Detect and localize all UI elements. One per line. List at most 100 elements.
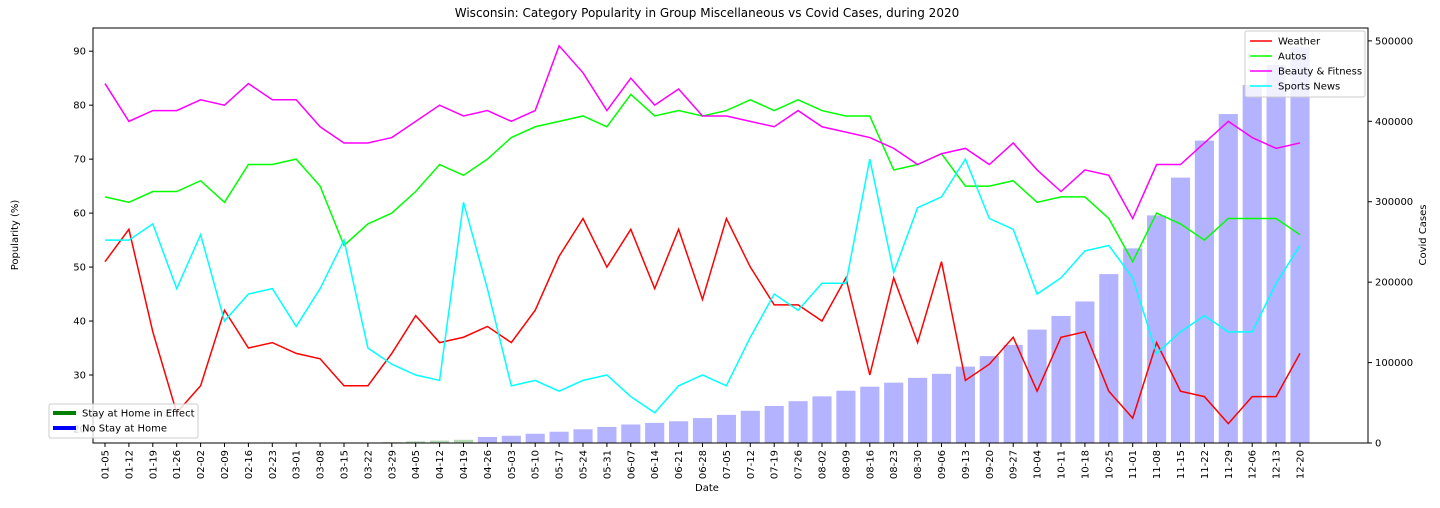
bar	[669, 421, 688, 443]
legend-label: No Stay at Home	[82, 424, 167, 435]
x-tick-label: 08-09	[841, 450, 852, 479]
y-tick-label: 50	[73, 263, 86, 274]
x-tick-label: 08-16	[865, 450, 876, 479]
x-tick-label: 07-12	[746, 450, 757, 479]
x-tick-label: 06-21	[674, 450, 685, 479]
x-tick-label: 04-12	[435, 450, 446, 479]
x-tick-label: 05-24	[579, 450, 590, 479]
y-tick-label: 60	[73, 209, 86, 220]
x-tick-label: 08-02	[818, 450, 829, 479]
x-tick-label: 06-14	[650, 450, 661, 479]
line-series	[105, 94, 1300, 261]
x-tick-label: 02-02	[196, 450, 207, 479]
x-tick-label: 12-06	[1248, 450, 1259, 479]
bar	[1028, 330, 1047, 443]
x-tick-label: 07-19	[770, 450, 781, 479]
line-series	[105, 219, 1300, 424]
x-tick-label: 11-01	[1128, 450, 1139, 479]
bar	[1290, 47, 1309, 443]
x-tick-label: 09-27	[1009, 450, 1020, 479]
legend-label: Weather	[1278, 37, 1321, 48]
y-tick-label: 30	[73, 371, 86, 382]
x-tick-label: 07-05	[722, 450, 733, 479]
x-tick-label: 11-15	[1176, 450, 1187, 479]
line-series	[105, 46, 1300, 219]
bar	[502, 436, 521, 443]
bar	[908, 378, 927, 443]
x-tick-label: 06-28	[698, 450, 709, 479]
x-tick-label: 01-12	[124, 450, 135, 479]
bar	[932, 374, 951, 443]
x-tick-label: 01-05	[101, 450, 112, 479]
bar	[621, 425, 640, 443]
legend-label: Sports News	[1278, 82, 1340, 93]
y-tick-label: 90	[73, 47, 86, 58]
bar	[526, 434, 545, 443]
x-tick-label: 10-25	[1104, 450, 1115, 479]
bar	[717, 415, 736, 443]
x-tick-label: 02-16	[244, 450, 255, 479]
x-tick-label: 07-26	[794, 450, 805, 479]
x-tick-label: 05-03	[507, 450, 518, 479]
x-tick-label: 03-08	[316, 450, 327, 479]
bar	[860, 387, 879, 443]
y2-tick-label: 200000	[1375, 278, 1413, 289]
legend-label: Beauty & Fitness	[1278, 67, 1362, 78]
y-tick-label: 40	[73, 317, 86, 328]
y2-tick-label: 500000	[1375, 36, 1413, 47]
y2-tick-label: 400000	[1375, 117, 1413, 128]
x-axis-label: Date	[695, 483, 719, 494]
bar	[1243, 85, 1262, 443]
x-tick-label: 01-26	[172, 450, 183, 479]
bar	[1004, 345, 1023, 443]
bar	[1147, 215, 1166, 443]
x-tick-label: 04-05	[411, 450, 422, 479]
x-tick-label: 04-26	[483, 450, 494, 479]
bar	[1075, 301, 1094, 443]
bar	[812, 396, 831, 443]
x-tick-label: 03-22	[363, 450, 374, 479]
bar	[597, 427, 616, 443]
x-tick-label: 08-23	[889, 450, 900, 479]
x-tick-label: 11-22	[1200, 450, 1211, 479]
chart-title: Wisconsin: Category Popularity in Group …	[455, 6, 959, 20]
x-tick-label: 06-07	[626, 450, 637, 479]
bar	[1099, 274, 1118, 443]
legend-label: Stay at Home in Effect	[82, 409, 195, 420]
bar	[693, 418, 712, 443]
x-tick-label: 02-23	[268, 450, 279, 479]
bar	[741, 411, 760, 443]
x-tick-label: 09-06	[937, 450, 948, 479]
y2-tick-label: 300000	[1375, 197, 1413, 208]
x-tick-label: 01-19	[148, 450, 159, 479]
y2-tick-label: 0	[1375, 439, 1381, 450]
x-tick-label: 05-17	[555, 450, 566, 479]
x-tick-label: 08-30	[913, 450, 924, 479]
x-tick-label: 04-19	[459, 450, 470, 479]
bar	[1219, 114, 1238, 443]
bar	[836, 391, 855, 443]
x-tick-label: 03-15	[340, 450, 351, 479]
bar	[573, 429, 592, 443]
x-tick-label: 05-10	[531, 450, 542, 479]
x-tick-label: 10-18	[1080, 450, 1091, 479]
x-tick-label: 11-29	[1224, 450, 1235, 479]
y-axis-label: Popularity (%)	[10, 200, 21, 271]
x-tick-label: 10-11	[1057, 450, 1068, 479]
x-tick-label: 12-13	[1272, 450, 1283, 479]
legend-label: Autos	[1278, 52, 1306, 63]
bar	[550, 432, 569, 443]
x-tick-label: 10-04	[1033, 450, 1044, 479]
bar	[645, 423, 664, 443]
bar	[1267, 65, 1286, 443]
y-tick-label: 70	[73, 155, 86, 166]
bar	[1171, 178, 1190, 443]
bar	[884, 383, 903, 443]
x-tick-label: 09-20	[985, 450, 996, 479]
y2-tick-label: 100000	[1375, 358, 1413, 369]
x-tick-label: 09-13	[961, 450, 972, 479]
x-tick-label: 02-09	[220, 450, 231, 479]
x-tick-label: 03-29	[387, 450, 398, 479]
bar	[765, 406, 784, 443]
